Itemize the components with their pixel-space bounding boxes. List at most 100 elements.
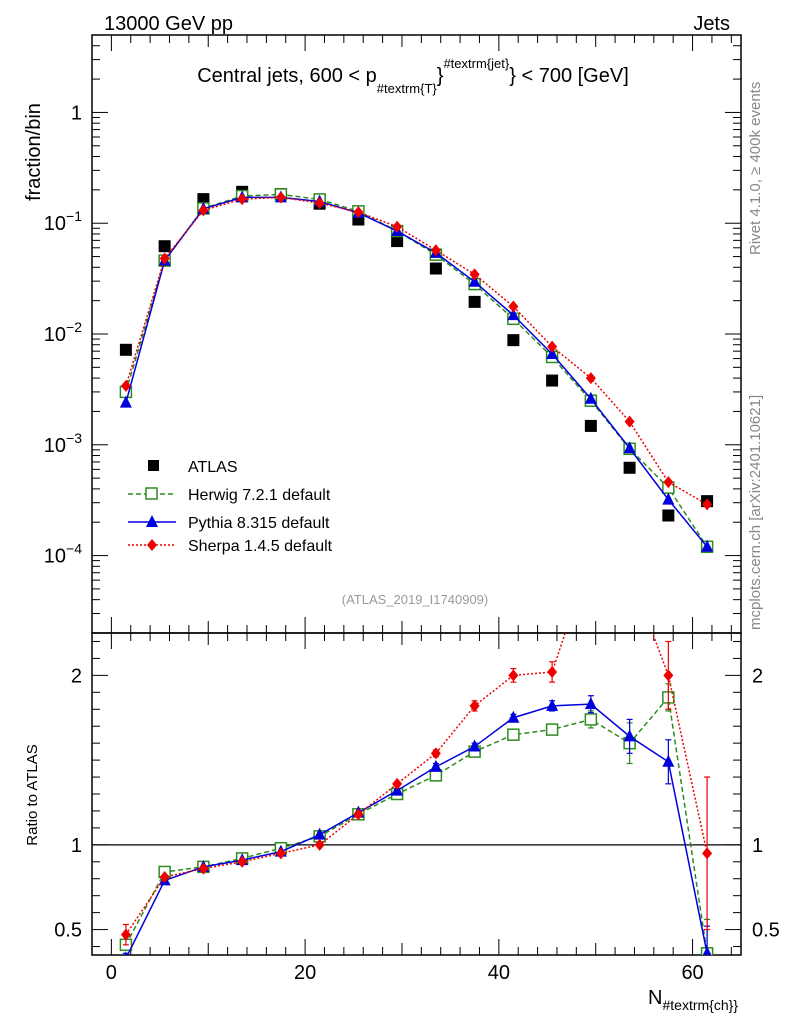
legend-pythia-marker [146, 515, 158, 527]
ratio-series-herwig [119, 683, 714, 955]
ratio-y-tick-label: 2 [71, 665, 82, 687]
ratio-point-sherpa [508, 669, 519, 682]
mcplots-site-label: mcplots.cern.ch [arXiv:2401.10621] [747, 395, 764, 630]
ratio-x-tick-label: 60 [681, 962, 703, 984]
ratio-point-sherpa [120, 928, 131, 941]
ratio-point-sherpa [353, 808, 364, 821]
point-sherpa [430, 244, 441, 257]
ratio-line-pythia [126, 703, 708, 955]
main-y-tick-label: 10−1 [44, 208, 82, 235]
point-sherpa [237, 193, 248, 206]
ratio-point-sherpa [625, 566, 635, 578]
point-data [662, 509, 675, 522]
point-sherpa [547, 340, 558, 353]
ratio-point-pythia [468, 739, 481, 752]
point-pythia [546, 346, 559, 359]
point-sherpa [469, 268, 480, 281]
ratio-point-pythia [429, 759, 442, 772]
ratio-point-sherpa [702, 847, 713, 860]
ratio-plot-frame [91, 632, 742, 956]
point-data [507, 334, 520, 347]
ratio-x-axis-label: N#textrm{ch}} [648, 987, 738, 1013]
point-data [623, 461, 636, 474]
ratio-point-pythia [584, 697, 597, 710]
point-sherpa [198, 204, 209, 217]
legend-sherpa-marker [147, 539, 157, 551]
series-line-herwig [125, 193, 708, 548]
main-y-tick-label: 10−4 [44, 541, 82, 568]
ratio-y-axis-label: Ratio to ATLAS [24, 744, 41, 845]
point-pythia [584, 391, 597, 404]
ratio-y-tick-label-right: 0.5 [752, 920, 780, 942]
point-sherpa [314, 197, 325, 210]
legend-pythia-label: Pythia 8.315 default [188, 515, 330, 532]
ratio-point-sherpa [430, 747, 441, 760]
point-sherpa [353, 206, 364, 219]
point-data [468, 295, 481, 308]
main-y-tick-label: 10−3 [44, 430, 82, 457]
main-title: Central jets, 600 < p#textrm{T}}#textrm{… [197, 56, 629, 96]
ratio-y-tick-label-right: 2 [752, 665, 763, 687]
point-data [158, 240, 171, 253]
ratio-point-pythia [702, 946, 712, 955]
ratio-point-pythia [313, 827, 326, 840]
point-sherpa [159, 252, 170, 265]
ratio-point-herwig [584, 713, 598, 726]
legend-atlas-label: ATLAS [188, 459, 238, 476]
rivet-version-label: Rivet 4.1.0, ≥ 400k events [747, 82, 764, 255]
ratio-point-pythia [124, 951, 128, 955]
point-data [391, 235, 404, 248]
ratio-axis-ticks: 0.5 0.51 12 20 20 40 60 [54, 633, 780, 984]
point-data [546, 374, 559, 387]
ratio-series-layer [119, 551, 714, 955]
ratio-x-tick-label: 0 [106, 962, 117, 984]
ratio-line-sherpa [125, 633, 708, 936]
ratio-point-herwig [545, 723, 559, 736]
ratio-point-pythia [662, 754, 675, 767]
main-y-tick-label: 10−2 [44, 319, 82, 346]
point-sherpa [120, 379, 131, 392]
ratio-point-pythia [546, 698, 559, 711]
point-data [429, 262, 442, 275]
point-sherpa [663, 476, 674, 489]
legend: ATLAS Herwig 7.2.1 default Pythia 8.315 … [128, 459, 333, 555]
series-sherpa [120, 191, 713, 511]
ratio-point-sherpa [237, 855, 248, 868]
ratio-point-pythia [507, 710, 520, 723]
ratio-point-sherpa [469, 699, 480, 712]
point-data [584, 419, 597, 432]
point-sherpa [392, 220, 403, 233]
main-series-layer [119, 185, 714, 554]
main-y-tick-label: 1 [71, 102, 82, 124]
main-y-axis-label: fraction/bin [23, 103, 45, 201]
ratio-y-tick-label-right: 1 [752, 835, 763, 857]
point-pythia [662, 492, 675, 505]
ratio-point-sherpa [159, 871, 170, 884]
header-left: 13000 GeV pp [104, 13, 233, 35]
ratio-point-sherpa [547, 665, 558, 678]
legend-sherpa-label: Sherpa 1.4.5 default [188, 538, 333, 555]
ratio-x-tick-label: 20 [294, 962, 316, 984]
point-pythia [623, 441, 636, 454]
ratio-point-sherpa [392, 777, 403, 790]
series-line-pythia [125, 196, 708, 548]
ratio-point-herwig [507, 728, 520, 741]
point-pythia [119, 395, 132, 408]
ratio-point-sherpa [275, 847, 286, 860]
point-data [197, 193, 210, 206]
ratio-line-herwig [125, 695, 708, 954]
series-line-sherpa [125, 196, 708, 505]
ratio-y-tick-label: 0.5 [54, 920, 82, 942]
ratio-point-pythia [623, 729, 636, 742]
legend-herwig-label: Herwig 7.2.1 default [188, 487, 331, 504]
point-sherpa [508, 300, 519, 313]
point-pythia [507, 308, 520, 321]
point-sherpa [624, 415, 635, 428]
point-pythia [701, 539, 714, 552]
ratio-point-sherpa [586, 551, 596, 563]
point-sherpa [585, 372, 596, 385]
main-axis-ticks: 1 10−1 10−2 10−3 10−4 [44, 34, 741, 634]
point-data [119, 343, 132, 356]
ratio-point-sherpa [663, 669, 674, 682]
